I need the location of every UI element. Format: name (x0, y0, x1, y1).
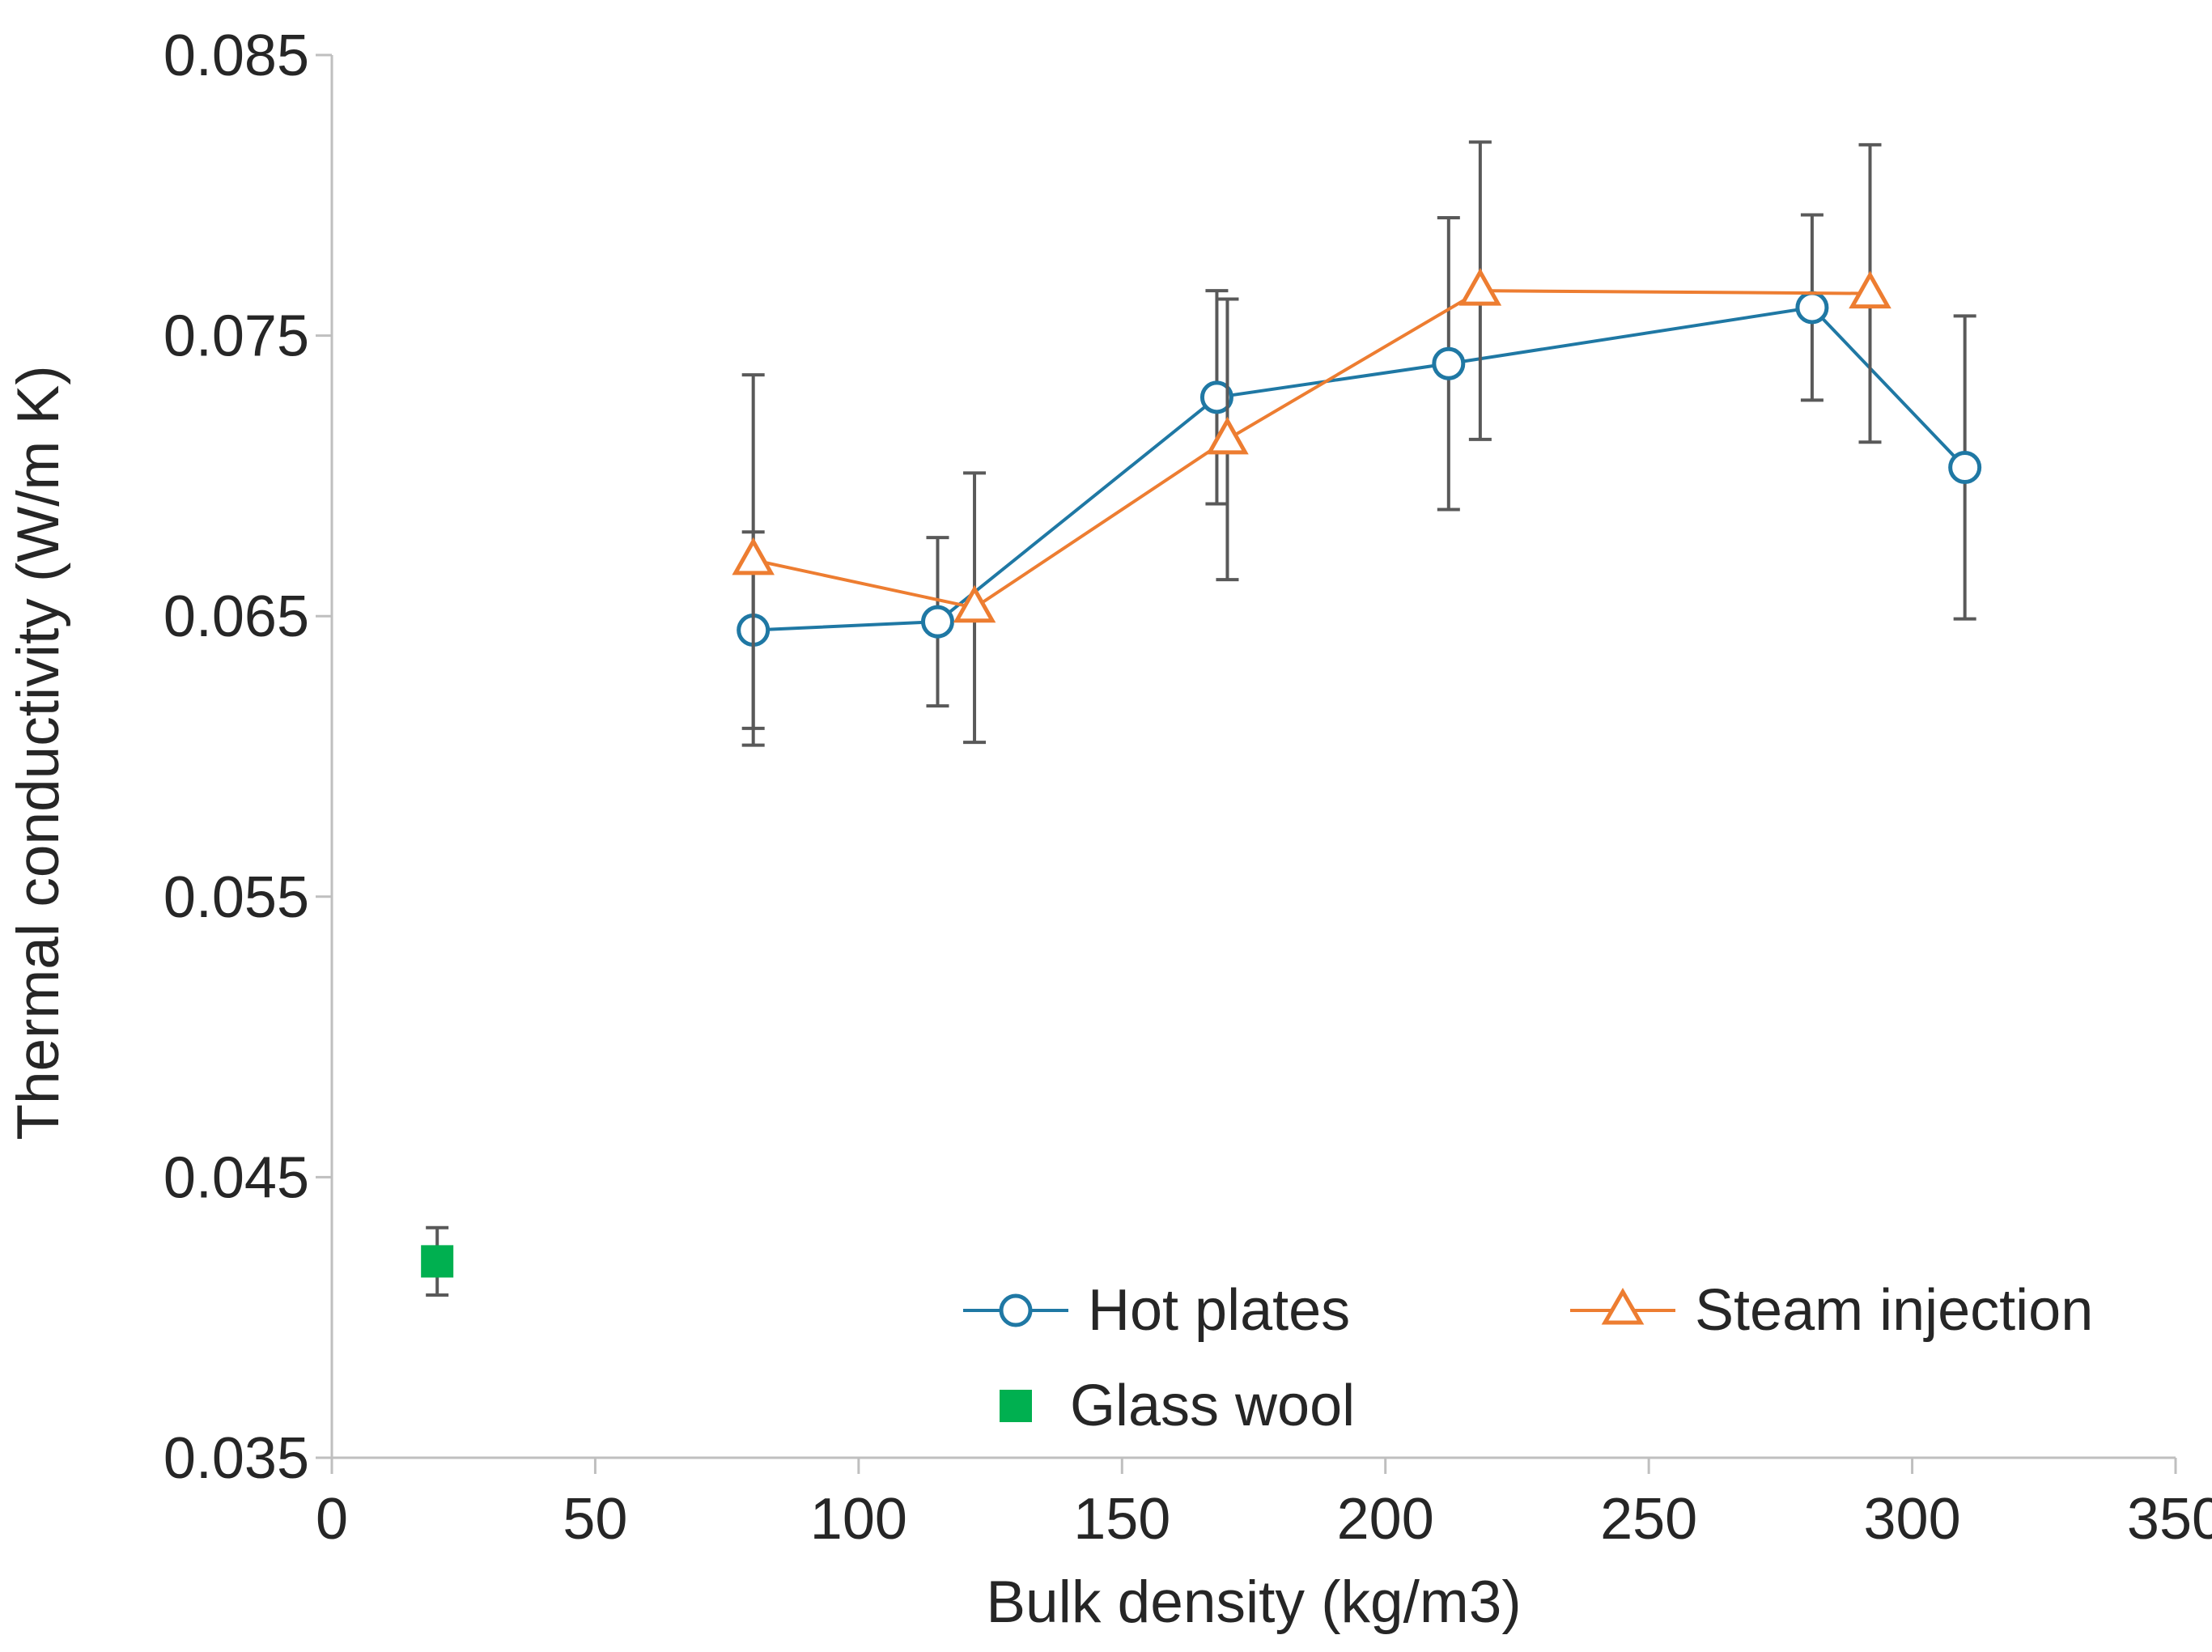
x-tick-label: 0 (316, 1487, 348, 1552)
y-tick-label: 0.085 (163, 23, 309, 88)
x-tick-label: 50 (563, 1487, 627, 1552)
data-point-triangle (1849, 270, 1891, 309)
y-tick-label: 0.065 (163, 584, 309, 649)
series-steam-injection (732, 140, 1891, 747)
series-glass-wool (421, 1225, 454, 1297)
steam-injection-marker-icon (1570, 1288, 1675, 1325)
data-point-triangle (953, 584, 996, 623)
data-point-circle (1795, 291, 1829, 325)
legend-label-hot-plates: Hot plates (1088, 1278, 1351, 1343)
data-point-circle (1432, 346, 1466, 380)
series-line (753, 305, 1967, 632)
data-point-circle (1948, 451, 1982, 485)
y-tick-label: 0.045 (163, 1145, 309, 1210)
y-tick-label: 0.035 (163, 1426, 309, 1491)
data-point-circle (1199, 380, 1233, 414)
legend-label-glass-wool: Glass wool (1070, 1374, 1356, 1438)
legend-item-glass-wool: Glass wool (981, 1373, 1355, 1439)
hot-plates-marker-icon (963, 1293, 1068, 1327)
legend-item-hot-plates: Hot plates (963, 1277, 1350, 1344)
x-tick-label: 200 (1337, 1487, 1434, 1552)
y-tick-label: 0.075 (163, 304, 309, 369)
y-tick-label: 0.055 (163, 865, 309, 930)
data-point-square (421, 1245, 454, 1278)
data-point-triangle (1458, 268, 1502, 306)
y-axis-title: Thermal conductivity (W/m K) (5, 365, 71, 1140)
x-tick-label: 100 (810, 1487, 907, 1552)
x-tick-label: 250 (1600, 1487, 1697, 1552)
x-tick-label: 350 (2127, 1487, 2212, 1552)
legend-label-steam-injection: Steam injection (1695, 1278, 2094, 1343)
x-tick-label: 300 (1864, 1487, 1961, 1552)
legend-item-steam-injection: Steam injection (1570, 1277, 2093, 1344)
data-point-triangle (1206, 416, 1249, 455)
x-tick-label: 150 (1073, 1487, 1170, 1552)
data-point-triangle (732, 537, 775, 575)
data-point-circle (920, 605, 954, 639)
x-axis-title: Bulk density (kg/m3) (986, 1569, 1522, 1635)
series-hot-plates (737, 213, 1982, 730)
series-line (753, 289, 1870, 609)
glass-wool-marker-icon (1000, 1390, 1032, 1422)
